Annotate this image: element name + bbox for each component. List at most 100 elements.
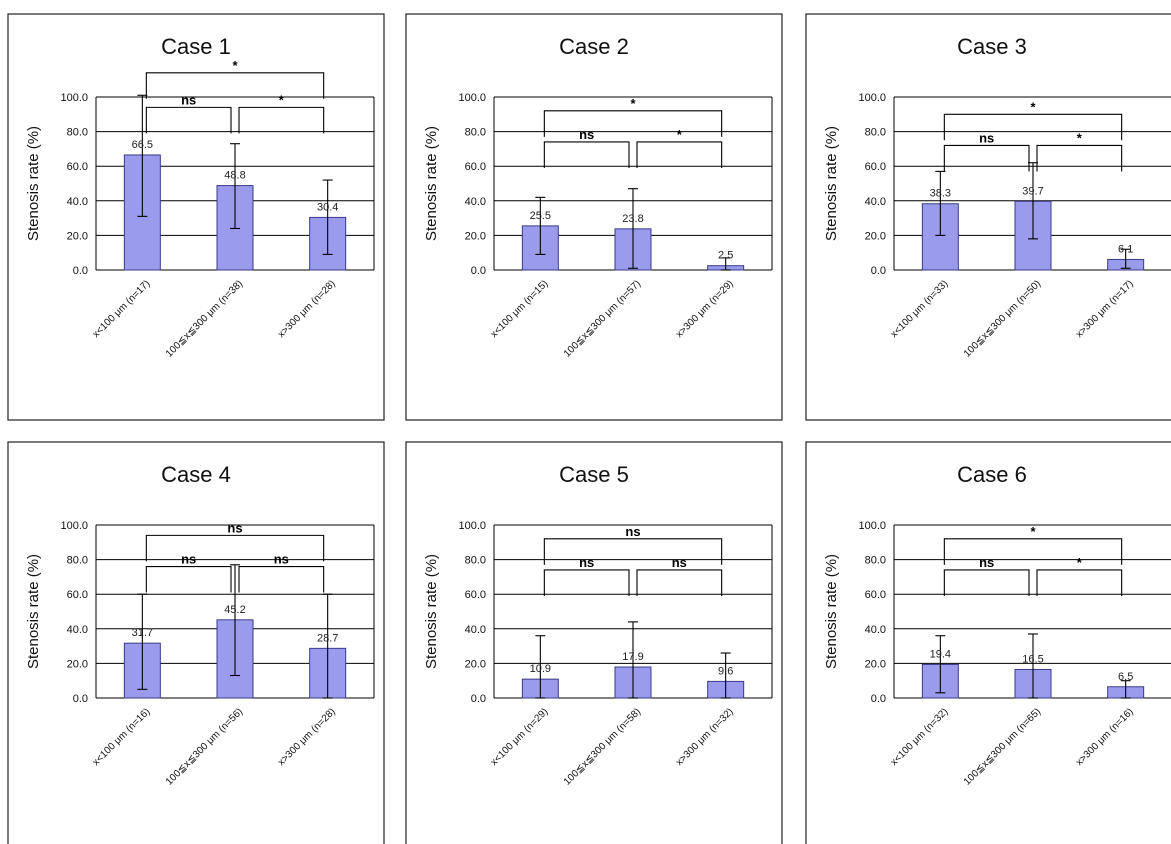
- significance-bracket: [943, 569, 1030, 596]
- significance-label: *: [232, 58, 238, 73]
- significance-label: *: [630, 96, 636, 111]
- panel-frame: [805, 441, 1171, 844]
- y-tick-label: 100.0: [60, 92, 88, 104]
- y-tick-label: 60.0: [465, 589, 486, 601]
- significance-label: ns: [979, 130, 994, 145]
- y-tick-label: 20.0: [865, 230, 886, 242]
- significance-label: ns: [625, 524, 640, 539]
- y-tick-label: 60.0: [67, 589, 88, 601]
- y-tick-label: 40.0: [865, 196, 886, 208]
- y-tick-label: 80.0: [465, 555, 486, 567]
- significance-label: ns: [579, 127, 594, 142]
- y-tick-label: 80.0: [465, 127, 486, 139]
- chart-panel-case-6: Case 6 Stenosis rate (%) 0.0 20.0 40.0 60.0 80…: [805, 441, 1171, 844]
- significance-label: *: [677, 127, 683, 142]
- significance-label: ns: [274, 552, 289, 567]
- chart-title: Case 6: [957, 462, 1027, 487]
- significance-label: *: [1030, 99, 1036, 114]
- y-tick-label: 0.0: [871, 265, 886, 277]
- y-tick-label: 0.0: [73, 265, 88, 277]
- data-label: 25.5: [530, 210, 551, 222]
- panel-frame: [7, 441, 385, 844]
- significance-bracket: [943, 538, 1123, 565]
- data-label: 28.7: [317, 632, 338, 644]
- significance-bracket: [543, 538, 723, 565]
- y-tick-label: 60.0: [67, 161, 88, 173]
- significance-bracket: [636, 569, 723, 596]
- chart-panel-case-1: Case 1 Stenosis rate (%) 0.0 20.0 40.0 60.0 80…: [7, 13, 385, 421]
- y-tick-label: 80.0: [865, 127, 886, 139]
- panel-frame: [405, 13, 783, 421]
- y-axis-label: Stenosis rate (%): [823, 554, 840, 669]
- y-tick-label: 20.0: [67, 658, 88, 670]
- y-axis-label: Stenosis rate (%): [423, 126, 440, 241]
- y-tick-label: 0.0: [73, 693, 88, 705]
- data-label: 30.4: [317, 201, 338, 213]
- data-label: 31.7: [132, 627, 153, 639]
- data-label: 23.8: [622, 213, 643, 225]
- chart-title: Case 2: [559, 34, 629, 59]
- data-label: 2.5: [718, 250, 733, 262]
- y-axis-label: Stenosis rate (%): [423, 554, 440, 669]
- y-tick-label: 20.0: [465, 658, 486, 670]
- significance-label: ns: [227, 520, 242, 535]
- data-label: 39.7: [1022, 185, 1043, 197]
- y-axis-label: Stenosis rate (%): [25, 554, 42, 669]
- significance-label: ns: [181, 552, 196, 567]
- y-tick-label: 80.0: [67, 555, 88, 567]
- y-tick-label: 20.0: [865, 658, 886, 670]
- data-label: 9.6: [718, 665, 733, 677]
- significance-label: ns: [672, 555, 687, 570]
- data-label: 48.8: [224, 170, 245, 182]
- significance-bracket: [238, 106, 325, 134]
- panel-frame: [405, 441, 783, 844]
- y-tick-label: 20.0: [67, 230, 88, 242]
- significance-bracket: [145, 565, 232, 593]
- y-tick-label: 100.0: [858, 520, 886, 532]
- significance-bracket: [943, 144, 1030, 172]
- chart-title: Case 3: [957, 34, 1027, 59]
- significance-label: ns: [579, 555, 594, 570]
- data-label: 19.4: [930, 648, 951, 660]
- significance-label: *: [1077, 130, 1083, 145]
- data-label: 16.5: [1022, 653, 1043, 665]
- chart-panel-case-2: Case 2 Stenosis rate (%) 0.0 20.0 40.0 60.0 80…: [405, 13, 783, 421]
- y-tick-label: 80.0: [67, 127, 88, 139]
- significance-bracket: [238, 565, 325, 593]
- chart-title: Case 5: [559, 462, 629, 487]
- data-label: 38.3: [930, 188, 951, 200]
- y-tick-label: 0.0: [471, 265, 486, 277]
- chart-panel-case-5: Case 5 Stenosis rate (%) 0.0 20.0 40.0 60.0 80…: [405, 441, 783, 844]
- chart-title: Case 1: [161, 34, 231, 59]
- chart-panel-case-3: Case 3 Stenosis rate (%) 0.0 20.0 40.0 60.0 80…: [805, 13, 1171, 421]
- y-tick-label: 40.0: [465, 196, 486, 208]
- y-tick-label: 100.0: [60, 520, 88, 532]
- significance-bracket: [145, 106, 232, 134]
- y-tick-label: 100.0: [458, 520, 486, 532]
- y-tick-label: 100.0: [458, 92, 486, 104]
- significance-bracket: [1036, 144, 1123, 172]
- chart-title: Case 4: [161, 462, 231, 487]
- y-tick-label: 0.0: [871, 693, 886, 705]
- data-label: 6.1: [1118, 243, 1133, 255]
- significance-bracket: [543, 569, 630, 596]
- y-tick-label: 60.0: [865, 589, 886, 601]
- significance-bracket: [943, 113, 1123, 141]
- significance-label: *: [279, 92, 285, 107]
- significance-bracket: [1036, 569, 1123, 596]
- panel-frame: [805, 13, 1171, 421]
- y-tick-label: 40.0: [465, 624, 486, 636]
- y-tick-label: 80.0: [865, 555, 886, 567]
- significance-bracket: [543, 110, 723, 137]
- significance-label: ns: [181, 92, 196, 107]
- y-tick-label: 0.0: [471, 693, 486, 705]
- significance-label: *: [1030, 524, 1036, 539]
- significance-label: *: [1077, 555, 1083, 570]
- y-tick-label: 20.0: [465, 230, 486, 242]
- y-tick-label: 40.0: [865, 624, 886, 636]
- y-tick-label: 40.0: [67, 196, 88, 208]
- significance-bracket: [145, 534, 325, 562]
- y-axis-label: Stenosis rate (%): [25, 126, 42, 241]
- significance-bracket: [543, 141, 630, 168]
